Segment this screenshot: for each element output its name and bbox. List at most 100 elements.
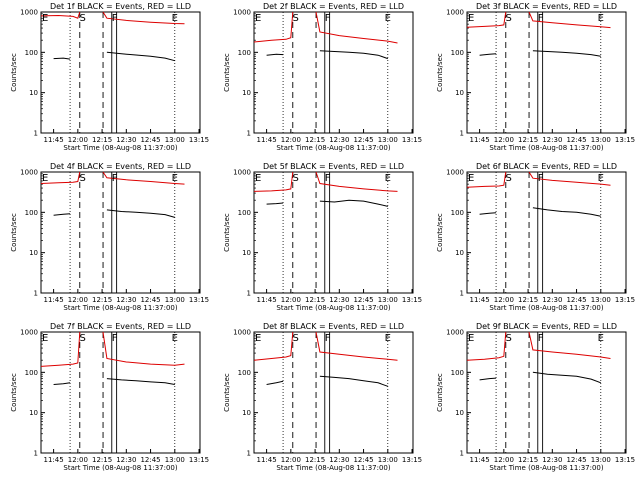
x-tick-label: 12:45 — [353, 456, 373, 464]
lld-series-line — [102, 171, 185, 185]
y-tick-label: 10 — [455, 249, 464, 257]
interval-marker-f: F — [112, 173, 118, 184]
events-series-line — [319, 199, 388, 207]
panel-title: Det 7f BLACK = Events, RED = LLD — [50, 322, 191, 331]
x-tick-label: 12:45 — [140, 456, 160, 464]
x-tick-label: 12:30 — [329, 456, 349, 464]
y-tick-label: 1000 — [233, 329, 251, 337]
x-tick-label: 12:30 — [116, 136, 136, 144]
lld-series-line — [315, 171, 398, 192]
interval-marker-e: E — [172, 333, 178, 344]
x-tick-label: 13:15 — [189, 296, 209, 304]
x-tick-label: 12:00 — [281, 296, 301, 304]
x-tick-label: 11:45 — [470, 296, 490, 304]
events-series-line — [479, 53, 497, 56]
x-tick-label: 12:45 — [140, 136, 160, 144]
x-axis-label: Start Time (08-Aug-08 11:37:00) — [63, 464, 177, 472]
x-tick-label: 12:30 — [329, 296, 349, 304]
interval-marker-s: S — [80, 13, 86, 24]
y-tick-label: 1000 — [233, 169, 251, 177]
y-tick-label: 1000 — [20, 169, 38, 177]
y-tick-label: 1000 — [233, 9, 251, 17]
x-tick-label: 13:15 — [615, 296, 635, 304]
x-axis-label: Start Time (08-Aug-08 11:37:00) — [63, 304, 177, 312]
lld-series-line — [40, 11, 81, 19]
interval-marker-e: E — [598, 333, 604, 344]
x-tick-label: 13:15 — [402, 456, 422, 464]
y-axis-label: Counts/sec — [223, 53, 231, 92]
x-tick-label: 11:45 — [257, 456, 277, 464]
plot-frame — [466, 171, 627, 294]
lld-series-line — [102, 331, 185, 366]
events-series-line — [479, 377, 497, 381]
x-tick-label: 13:00 — [165, 456, 185, 464]
x-tick-label: 12:30 — [542, 136, 562, 144]
plot-frame — [466, 331, 627, 454]
events-series-line — [319, 50, 388, 60]
interval-marker-e: E — [385, 333, 391, 344]
x-tick-label: 13:00 — [378, 136, 398, 144]
interval-marker-f: F — [112, 13, 118, 24]
events-series-line — [479, 212, 497, 215]
y-tick-label: 1000 — [446, 169, 464, 177]
x-tick-label: 12:15 — [92, 136, 112, 144]
y-axis-label: Counts/sec — [436, 373, 444, 412]
interval-marker-s: S — [293, 333, 299, 344]
x-tick-label: 12:30 — [542, 456, 562, 464]
x-tick-label: 13:15 — [402, 136, 422, 144]
lld-series-line — [528, 171, 611, 186]
lld-series-line — [315, 331, 398, 361]
x-tick-label: 13:15 — [189, 136, 209, 144]
panel-title: Det 5f BLACK = Events, RED = LLD — [263, 162, 404, 171]
y-tick-label: 1 — [460, 450, 464, 458]
plot-frame — [466, 11, 627, 134]
lld-series-line — [466, 11, 507, 28]
x-tick-label: 11:45 — [44, 296, 64, 304]
x-tick-label: 12:45 — [140, 296, 160, 304]
y-tick-label: 1 — [34, 450, 38, 458]
y-tick-label: 1 — [34, 130, 38, 138]
interval-marker-f: F — [325, 13, 331, 24]
y-tick-label: 100 — [238, 209, 251, 217]
panel-det-5f: Det 5f BLACK = Events, RED = LLD 1 10 100 10… — [223, 162, 422, 312]
x-tick-label: 13:00 — [591, 296, 611, 304]
interval-marker-e: E — [42, 333, 48, 344]
x-tick-label: 13:15 — [189, 456, 209, 464]
x-tick-label: 11:45 — [44, 456, 64, 464]
events-series-line — [266, 53, 284, 56]
panel-det-8f: Det 8f BLACK = Events, RED = LLD 1 10 100 10… — [223, 322, 422, 472]
x-tick-label: 13:15 — [615, 136, 635, 144]
x-tick-label: 12:45 — [353, 136, 373, 144]
panel-det-6f: Det 6f BLACK = Events, RED = LLD 1 10 100 10… — [436, 162, 635, 312]
interval-marker-e: E — [468, 333, 474, 344]
interval-marker-e: E — [598, 173, 604, 184]
events-series-line — [53, 213, 71, 216]
interval-marker-s: S — [506, 333, 512, 344]
panel-det-4f: Det 4f BLACK = Events, RED = LLD 1 10 100 10… — [10, 162, 209, 312]
x-tick-label: 12:00 — [68, 296, 88, 304]
interval-marker-e: E — [385, 173, 391, 184]
y-tick-label: 10 — [242, 409, 251, 417]
x-tick-label: 12:45 — [566, 136, 586, 144]
y-axis-label: Counts/sec — [10, 53, 18, 92]
panel-det-7f: Det 7f BLACK = Events, RED = LLD 1 10 100 10… — [10, 322, 209, 472]
interval-marker-e: E — [172, 173, 178, 184]
interval-marker-f: F — [538, 333, 544, 344]
x-tick-label: 11:45 — [257, 136, 277, 144]
interval-marker-f: F — [325, 333, 331, 344]
lld-series-line — [253, 11, 294, 43]
interval-marker-e: E — [172, 13, 178, 24]
x-tick-label: 12:30 — [116, 296, 136, 304]
x-tick-label: 12:15 — [92, 296, 112, 304]
lld-series-line — [40, 171, 81, 184]
y-tick-label: 10 — [242, 89, 251, 97]
x-tick-label: 12:15 — [92, 456, 112, 464]
y-tick-label: 100 — [25, 369, 38, 377]
lld-series-line — [315, 11, 398, 44]
x-tick-label: 12:30 — [542, 296, 562, 304]
interval-marker-f: F — [538, 13, 544, 24]
x-axis-label: Start Time (08-Aug-08 11:37:00) — [489, 304, 603, 312]
interval-marker-e: E — [385, 13, 391, 24]
lld-series-line — [528, 11, 611, 29]
y-tick-label: 10 — [242, 249, 251, 257]
